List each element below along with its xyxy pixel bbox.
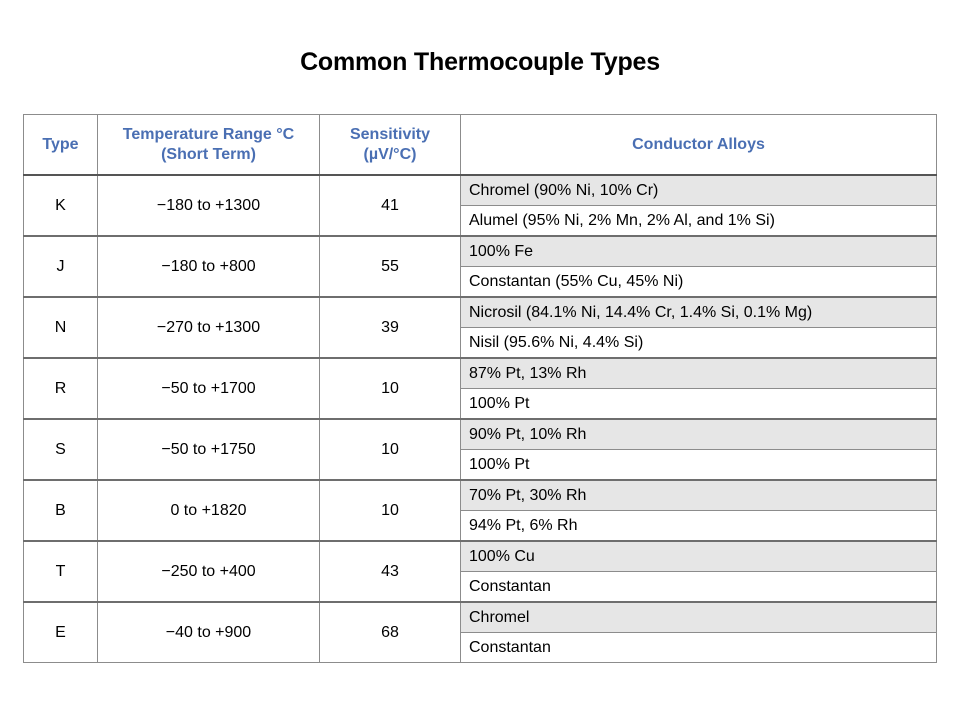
conductor-alloy-cell: 100% Fe (460, 235, 937, 267)
temperature-range-cell: −180 to +800 (97, 235, 320, 298)
conductor-alloy-cell: Chromel (460, 601, 937, 633)
sensitivity-cell: 55 (319, 235, 461, 298)
table-row: 100% Pt (24, 449, 937, 481)
table-row: 94% Pt, 6% Rh (24, 510, 937, 542)
conductor-alloy-cell: Nisil (95.6% Ni, 4.4% Si) (460, 327, 937, 359)
temperature-range-cell: −250 to +400 (97, 540, 320, 603)
conductor-alloy-cell: Nicrosil (84.1% Ni, 14.4% Cr, 1.4% Si, 0… (460, 296, 937, 328)
page-title: Common Thermocouple Types (300, 48, 660, 76)
table-row: Constantan (24, 571, 937, 603)
temperature-range-cell: −40 to +900 (97, 601, 320, 663)
table-row: Constantan (24, 632, 937, 663)
sensitivity-cell: 10 (319, 479, 461, 542)
sensitivity-cell: 10 (319, 418, 461, 481)
table-row: E −40 to +900 68 Chromel (23, 601, 937, 663)
conductor-alloy-cell: 100% Cu (460, 540, 937, 572)
header-conductor-alloys: Conductor Alloys (460, 114, 937, 176)
table-row: T −250 to +400 43 100% Cu (23, 540, 937, 603)
table-body: K −180 to +1300 41 Chromel (90% Ni, 10% Cr)… (23, 174, 937, 663)
conductor-alloy-cell: Constantan (460, 571, 937, 603)
table-row: S −50 to +1750 10 90% Pt, 10% Rh (23, 418, 937, 481)
type-cell: K (23, 174, 98, 237)
conductor-alloy-cell: 94% Pt, 6% Rh (460, 510, 937, 542)
temperature-range-cell: 0 to +1820 (97, 479, 320, 542)
conductor-alloy-cell: 87% Pt, 13% Rh (460, 357, 937, 389)
conductor-alloy-cell: 70% Pt, 30% Rh (460, 479, 937, 511)
conductor-alloy-cell: 90% Pt, 10% Rh (460, 418, 937, 450)
header-type: Type (23, 114, 98, 176)
table-row: Constantan (55% Cu, 45% Ni) (24, 266, 937, 298)
type-cell: E (23, 601, 98, 663)
sensitivity-cell: 41 (319, 174, 461, 237)
conductor-alloy-cell: 100% Pt (460, 449, 937, 481)
type-cell: R (23, 357, 98, 420)
type-cell: T (23, 540, 98, 603)
temperature-range-cell: −270 to +1300 (97, 296, 320, 359)
type-cell: J (23, 235, 98, 298)
type-cell: S (23, 418, 98, 481)
conductor-alloy-cell: Constantan (460, 632, 937, 663)
table-row: 100% Pt (24, 388, 937, 420)
type-cell: B (23, 479, 98, 542)
table-row: R −50 to +1700 10 87% Pt, 13% Rh (23, 357, 937, 420)
conductor-alloy-cell: Chromel (90% Ni, 10% Cr) (460, 174, 937, 206)
type-cell: N (23, 296, 98, 359)
table-row: Alumel (95% Ni, 2% Mn, 2% Al, and 1% Si) (24, 205, 937, 237)
sensitivity-cell: 10 (319, 357, 461, 420)
sensitivity-cell: 43 (319, 540, 461, 603)
conductor-alloy-cell: Alumel (95% Ni, 2% Mn, 2% Al, and 1% Si) (460, 205, 937, 237)
conductor-alloy-cell: Constantan (55% Cu, 45% Ni) (460, 266, 937, 298)
conductor-alloy-cell: 100% Pt (460, 388, 937, 420)
sensitivity-cell: 39 (319, 296, 461, 359)
temperature-range-cell: −50 to +1750 (97, 418, 320, 481)
temperature-range-cell: −180 to +1300 (97, 174, 320, 237)
table-row: J −180 to +800 55 100% Fe (23, 235, 937, 298)
table-row: N −270 to +1300 39 Nicrosil (84.1% Ni, 14.4… (23, 296, 937, 359)
sensitivity-cell: 68 (319, 601, 461, 663)
header-temperature-range: Temperature Range °C (Short Term) (97, 114, 320, 176)
header-sensitivity: Sensitivity (µV/°C) (319, 114, 461, 176)
header-row: Type Temperature Range °C (Short Term) Se… (23, 114, 937, 176)
temperature-range-cell: −50 to +1700 (97, 357, 320, 420)
thermocouple-table: Type Temperature Range °C (Short Term) Se… (23, 114, 937, 663)
table-row: K −180 to +1300 41 Chromel (90% Ni, 10% Cr) (23, 174, 937, 237)
